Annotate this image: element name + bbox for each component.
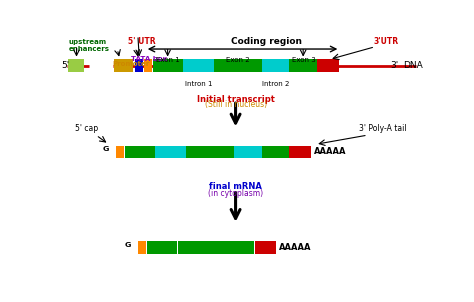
Text: 5' cap: 5' cap [75, 124, 99, 133]
Text: AAAAA: AAAAA [279, 243, 311, 252]
Bar [147, 241, 177, 254]
Text: (in cytoplasm): (in cytoplasm) [208, 189, 263, 198]
Bar [178, 241, 226, 254]
Bar [153, 59, 182, 72]
Text: Exon 3: Exon 3 [292, 57, 315, 63]
Text: Exon 1: Exon 1 [156, 57, 180, 63]
Text: AAAAA: AAAAA [313, 147, 346, 156]
Text: Intron 1: Intron 1 [185, 81, 212, 87]
Text: Coding region: Coding region [231, 37, 302, 47]
Text: TATA box: TATA box [131, 56, 167, 62]
Bar [289, 146, 310, 158]
Text: 3'UTR: 3'UTR [374, 37, 399, 47]
Bar [227, 241, 254, 254]
Text: Promoter: Promoter [112, 61, 150, 67]
Bar [68, 59, 84, 72]
Bar [144, 59, 152, 72]
Text: (Still in nucleus): (Still in nucleus) [204, 101, 267, 110]
Text: DNA: DNA [403, 61, 422, 70]
Bar [289, 59, 317, 72]
Text: Intron 2: Intron 2 [262, 81, 289, 87]
Text: 3': 3' [390, 61, 398, 70]
Bar [255, 241, 276, 254]
Text: Exon 2: Exon 2 [227, 57, 250, 63]
Text: final mRNA: final mRNA [209, 182, 262, 191]
Bar [138, 241, 146, 254]
Text: 5' UTR: 5' UTR [128, 37, 156, 47]
Bar [116, 146, 124, 158]
Bar [155, 146, 186, 158]
Bar [186, 146, 234, 158]
Text: 3' Poly-A tail: 3' Poly-A tail [359, 124, 406, 133]
Bar [135, 59, 143, 72]
Bar [182, 59, 214, 72]
Text: 5': 5' [61, 61, 69, 70]
Bar [234, 146, 262, 158]
Bar [262, 59, 289, 72]
Text: Initial transcript: Initial transcript [197, 95, 274, 104]
Bar [214, 59, 262, 72]
Bar [125, 146, 155, 158]
Text: upstream
enhancers: upstream enhancers [68, 39, 109, 52]
Text: ᴳ: ᴳ [103, 146, 109, 159]
Bar [318, 59, 339, 72]
Bar [262, 146, 289, 158]
Bar [114, 59, 134, 72]
Text: ᴳ: ᴳ [125, 241, 132, 254]
